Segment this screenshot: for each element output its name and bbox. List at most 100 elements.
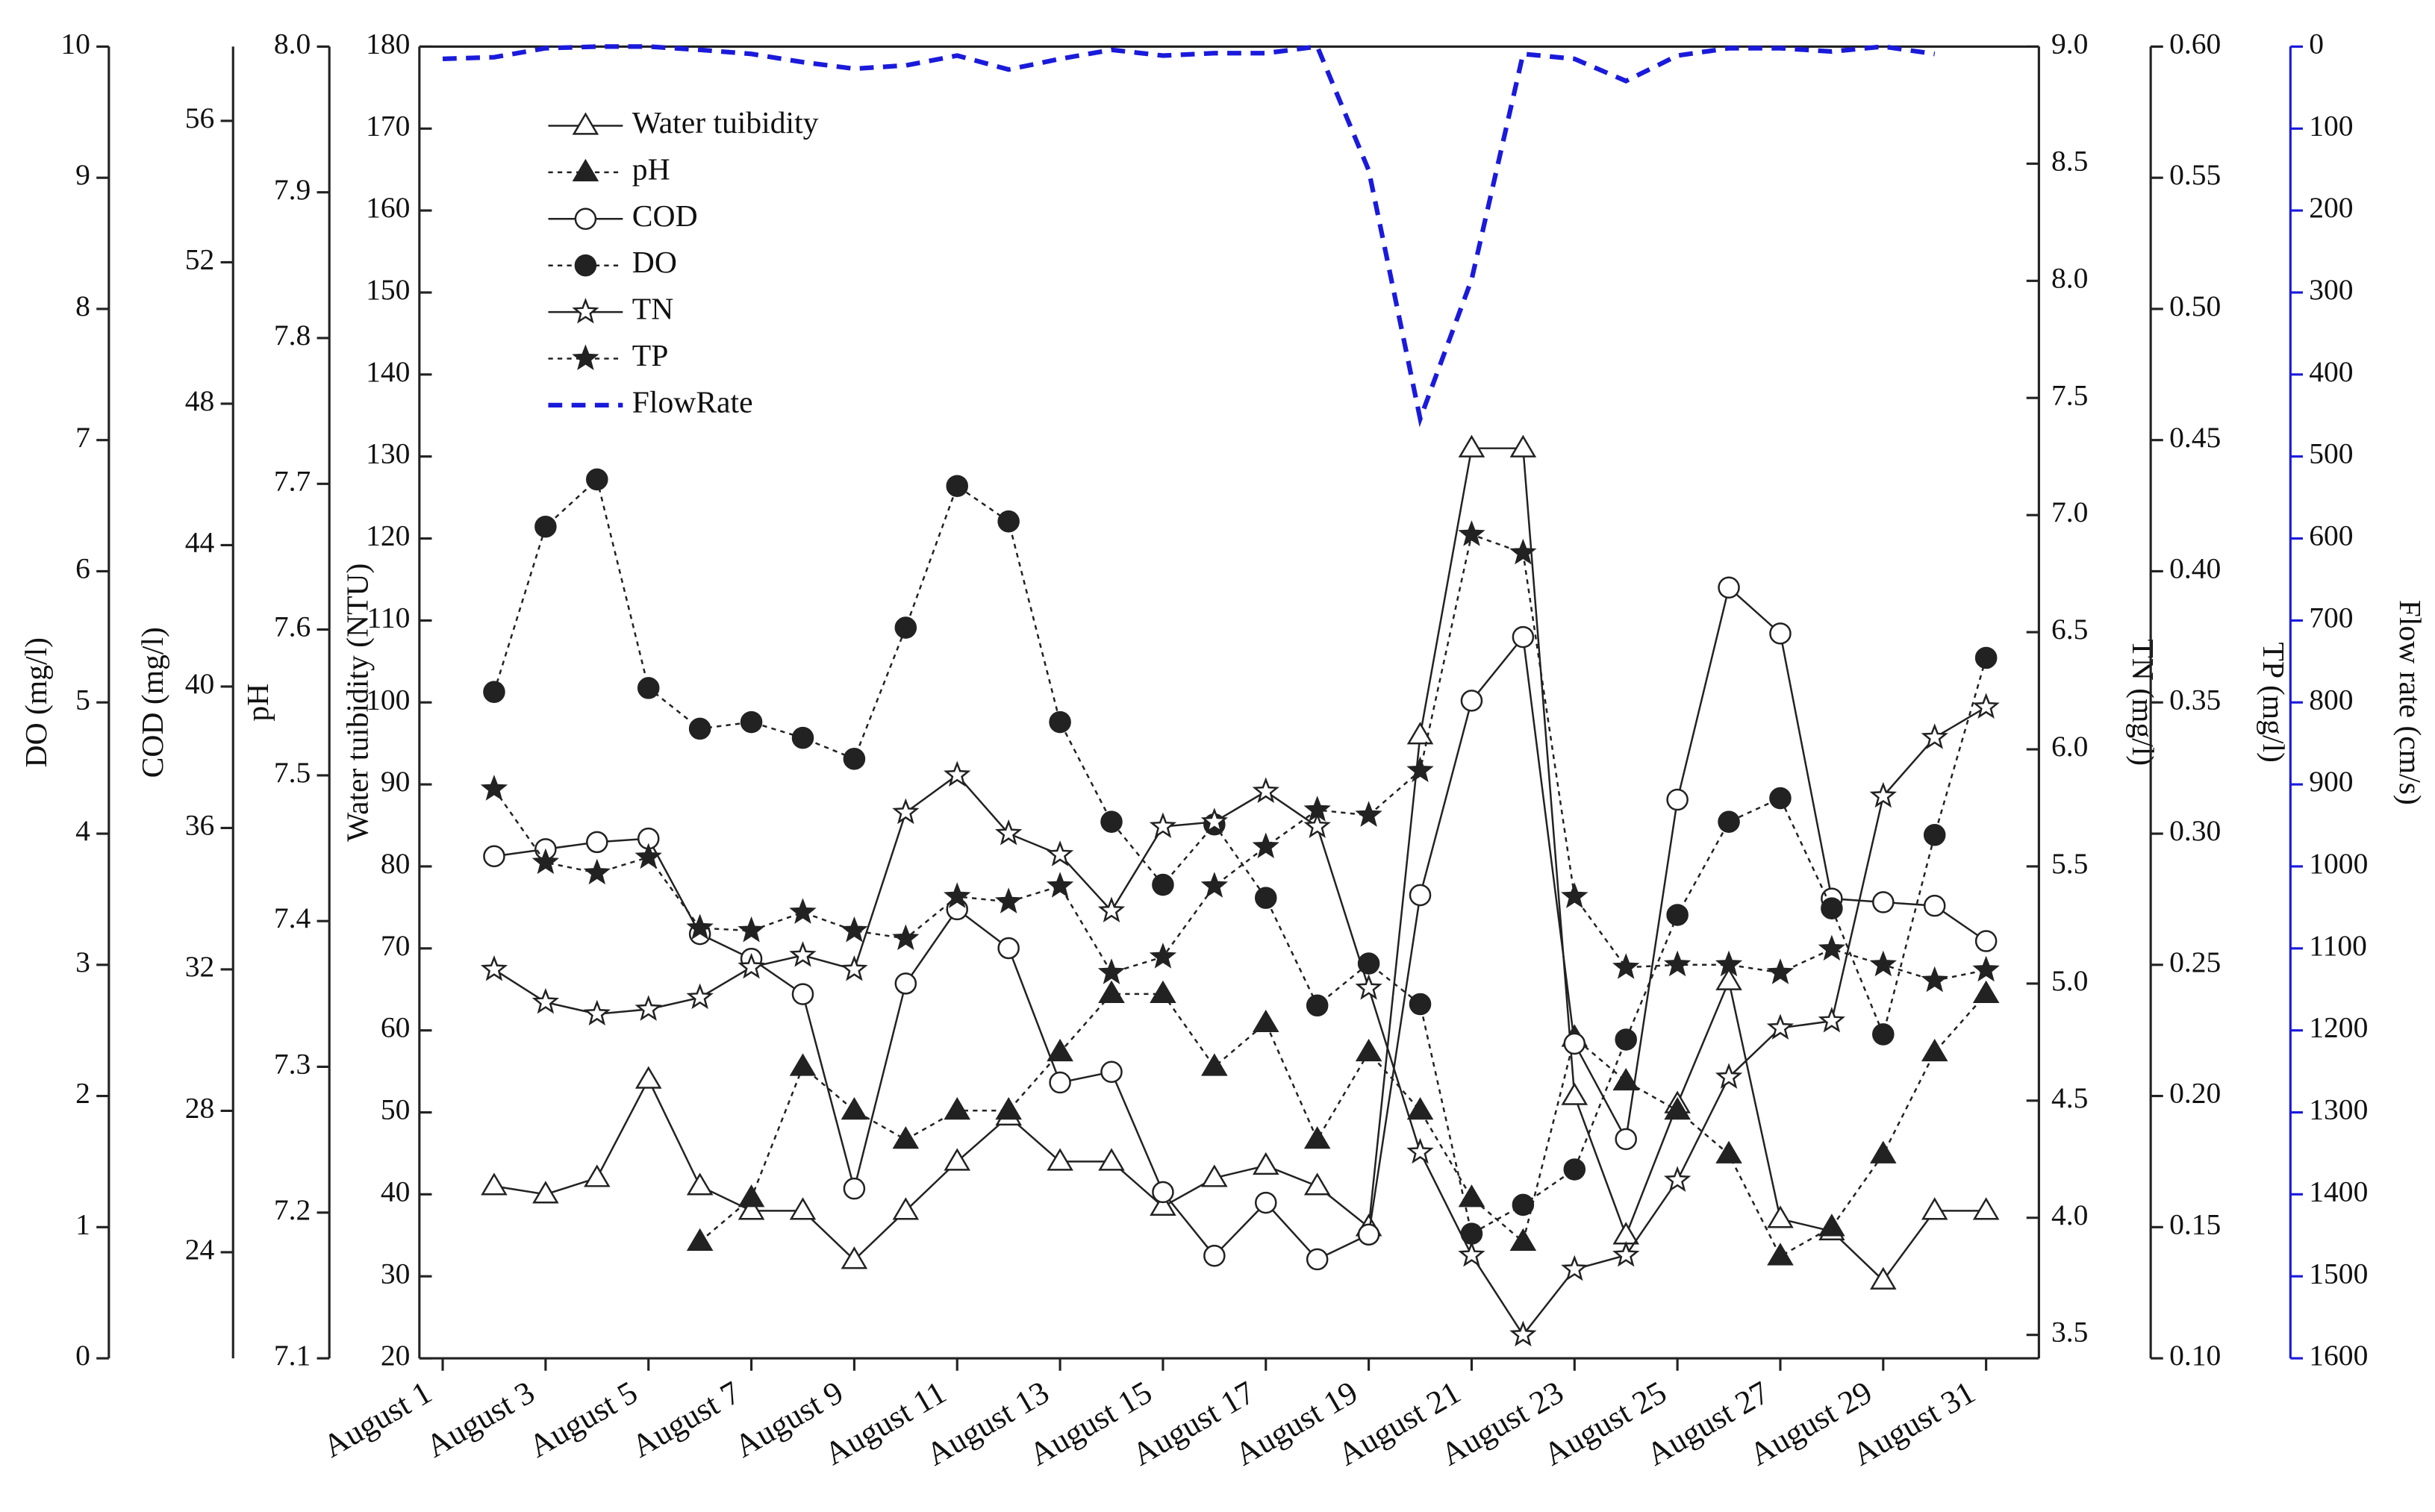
marker-star	[1149, 943, 1177, 969]
marker-star	[1458, 1240, 1485, 1267]
marker-star	[841, 955, 868, 981]
marker-circle	[997, 510, 1020, 533]
marker-triangle	[1150, 1193, 1176, 1216]
marker-triangle	[1303, 1172, 1331, 1196]
marker-circle	[1615, 1028, 1637, 1051]
marker-circle	[1563, 1158, 1586, 1181]
marker-star	[531, 987, 560, 1014]
marker-circle	[1357, 952, 1380, 975]
marker-star	[738, 952, 765, 979]
marker-circle	[1152, 873, 1174, 896]
marker-triangle	[892, 1197, 920, 1220]
legend-text: pH	[632, 151, 670, 186]
marker-triangle	[532, 1181, 559, 1204]
marker-circle	[894, 972, 917, 995]
marker-triangle	[1047, 1148, 1073, 1171]
marker-circle	[688, 717, 711, 740]
axis-title: Flow rate (cm/s)	[2392, 600, 2428, 805]
y-tick-label: 10	[60, 27, 90, 60]
legend-text: DO	[632, 245, 677, 279]
series-line	[442, 44, 1936, 428]
marker-star	[1663, 1166, 1692, 1192]
marker-triangle	[1612, 1067, 1639, 1091]
marker-star	[686, 983, 714, 1010]
marker-circle	[1769, 787, 1792, 810]
series-line	[493, 447, 1986, 1282]
y-tick-label: 9.0	[2051, 27, 2088, 60]
marker-star	[1200, 807, 1228, 834]
marker-triangle	[841, 1097, 868, 1120]
marker-circle	[1460, 690, 1483, 712]
legend-text: TN	[632, 292, 673, 326]
marker-star	[635, 843, 662, 869]
marker-star	[531, 848, 560, 875]
y-tick-label: 1100	[2309, 929, 2367, 962]
marker-circle	[1306, 1248, 1329, 1271]
marker-star	[480, 775, 508, 801]
marker-circle	[1923, 894, 1946, 917]
marker-star	[1766, 958, 1795, 984]
marker-triangle	[1406, 1097, 1434, 1120]
marker-circle	[1357, 1223, 1380, 1246]
y-tick-label: 8	[75, 290, 90, 322]
y-tick-label: 2	[75, 1077, 90, 1110]
marker-triangle	[1406, 722, 1434, 745]
marker-triangle	[1818, 1213, 1845, 1237]
marker-star	[1561, 1255, 1588, 1281]
marker-circle	[1152, 1181, 1174, 1204]
y-tick-label: 500	[2309, 437, 2353, 470]
marker-star	[583, 999, 611, 1026]
y-tick-label: 7.6	[274, 610, 311, 643]
marker-triangle	[1870, 1266, 1897, 1290]
marker-star	[1406, 756, 1434, 783]
marker-star	[572, 344, 599, 370]
y-tick-label: 7.9	[274, 173, 311, 206]
y-tick-label: 0	[2309, 27, 2324, 60]
marker-triangle	[1767, 1243, 1794, 1266]
marker-triangle	[1047, 1038, 1073, 1062]
marker-triangle	[584, 1164, 611, 1187]
marker-star	[1972, 693, 2000, 719]
marker-circle	[574, 207, 597, 231]
y-tick-label: 28	[185, 1091, 215, 1124]
marker-star	[583, 858, 611, 885]
y-tick-label: 44	[185, 525, 215, 558]
marker-circle	[1872, 891, 1895, 913]
marker-triangle	[1355, 1038, 1382, 1062]
marker-star	[572, 298, 599, 324]
marker-circle	[1254, 887, 1277, 909]
marker-triangle	[789, 1197, 817, 1220]
y-tick-label: 0.10	[2169, 1339, 2221, 1372]
legend-text: Water tuibidity	[632, 105, 819, 140]
marker-circle	[843, 748, 866, 770]
marker-triangle	[1201, 1053, 1228, 1076]
y-tick-label: 170	[366, 109, 410, 142]
y-tick-label: 80	[381, 847, 411, 880]
marker-star	[1561, 882, 1588, 908]
x-tick-label: August 3	[420, 1375, 541, 1465]
y-tick-label: 70	[381, 929, 411, 962]
legend-text: TP	[632, 338, 669, 372]
marker-circle	[1615, 1128, 1637, 1151]
y-tick-label: 3	[75, 946, 90, 978]
marker-star	[1252, 777, 1279, 803]
y-tick-label: 0.40	[2169, 552, 2221, 585]
marker-triangle	[1150, 980, 1176, 1003]
y-tick-label: 7.5	[2051, 378, 2088, 411]
marker-star	[1355, 801, 1382, 827]
marker-star	[1869, 950, 1897, 977]
marker-star	[1252, 832, 1279, 859]
y-tick-label: 3.5	[2051, 1316, 2088, 1349]
marker-triangle	[1921, 1197, 1948, 1220]
axis-title: Water tuibidity (NTU)	[340, 563, 375, 842]
marker-triangle	[1303, 1126, 1331, 1149]
marker-triangle	[1098, 980, 1125, 1003]
marker-star	[1921, 966, 1948, 993]
axis-title: pH	[240, 684, 275, 722]
y-tick-label: 7.7	[274, 464, 311, 497]
marker-triangle	[1509, 1228, 1537, 1252]
y-tick-label: 300	[2309, 273, 2353, 306]
marker-circle	[1666, 904, 1689, 926]
y-tick-label: 0.50	[2169, 290, 2221, 322]
marker-circle	[1974, 930, 1998, 952]
